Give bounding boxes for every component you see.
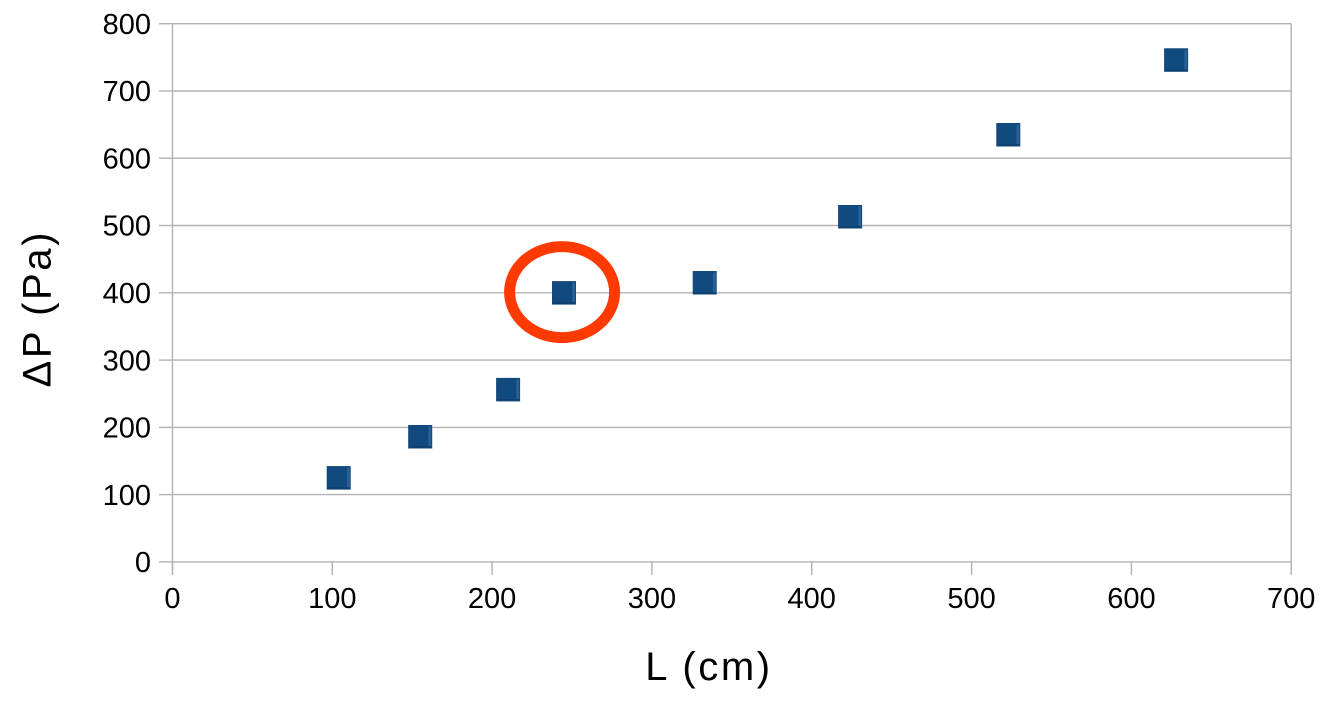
svg-text:100: 100: [308, 583, 356, 615]
svg-text:500: 500: [103, 211, 151, 243]
svg-text:800: 800: [103, 9, 151, 41]
svg-text:200: 200: [103, 413, 151, 445]
svg-text:400: 400: [103, 278, 151, 310]
svg-text:700: 700: [1267, 583, 1315, 615]
svg-text:L (cm): L (cm): [645, 645, 772, 689]
svg-text:500: 500: [947, 583, 995, 615]
svg-text:300: 300: [103, 345, 151, 377]
svg-text:0: 0: [164, 583, 180, 615]
svg-text:600: 600: [1107, 583, 1155, 615]
svg-text:ΔP (Pa): ΔP (Pa): [16, 230, 60, 388]
svg-text:600: 600: [103, 143, 151, 175]
svg-text:100: 100: [103, 480, 151, 512]
svg-text:200: 200: [468, 583, 516, 615]
svg-text:400: 400: [788, 583, 836, 615]
svg-text:0: 0: [135, 547, 151, 579]
svg-text:300: 300: [628, 583, 676, 615]
svg-text:700: 700: [103, 76, 151, 108]
